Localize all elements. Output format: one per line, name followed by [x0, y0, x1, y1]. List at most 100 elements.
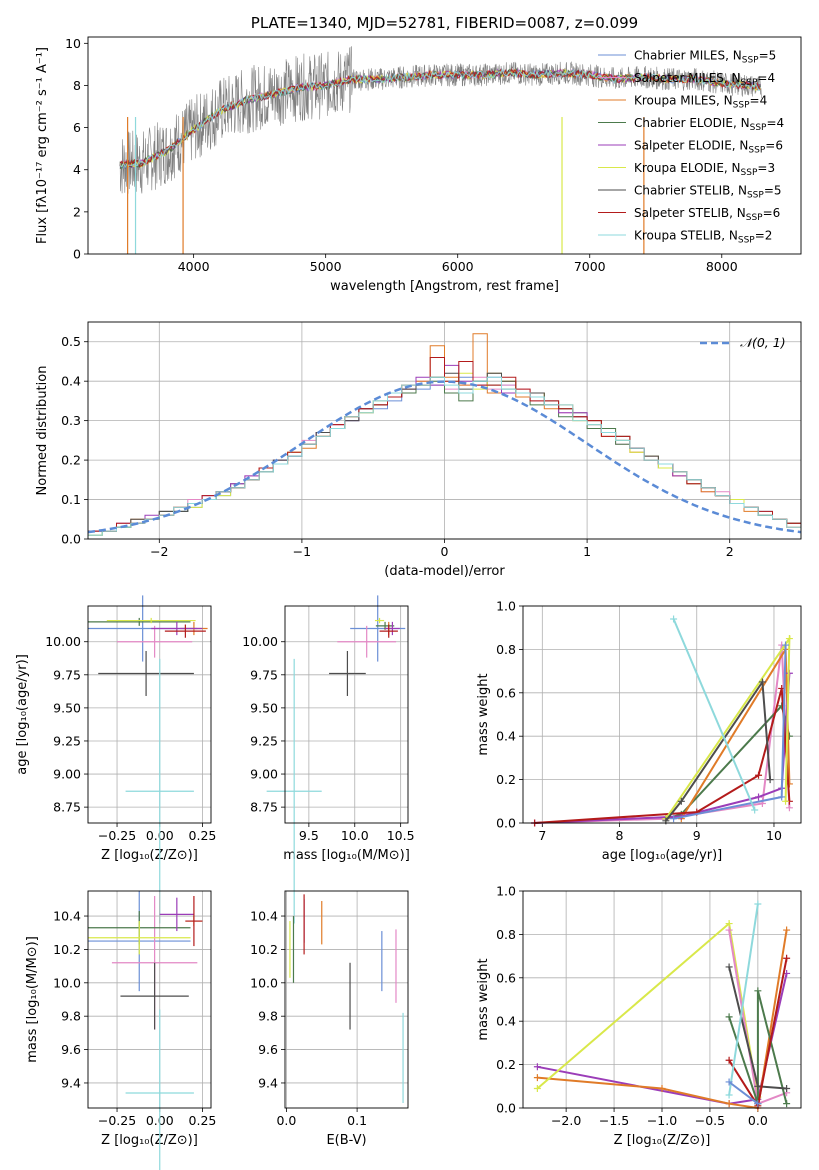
y-axis-label: mass weight — [476, 958, 491, 1040]
x-axis-label: E(B-V) — [326, 1133, 366, 1148]
y-tick-label: 0.8 — [496, 927, 516, 942]
y-tick-label: 9.25 — [250, 733, 278, 748]
legend-text: Kroupa ELODIE, N — [634, 161, 741, 175]
data-marker — [785, 780, 793, 788]
legend-subscript: SSP — [741, 168, 758, 178]
x-tick-label: −0.25 — [98, 828, 136, 843]
x-tick-label: −0.5 — [695, 1113, 725, 1128]
data-marker — [725, 1078, 733, 1086]
x-tick-label: −2 — [150, 544, 168, 559]
plot-panel-3 — [281, 606, 408, 827]
legend-text: Chabrier STELIB, N — [634, 184, 747, 198]
legend-count: =6 — [763, 206, 781, 220]
data-marker — [785, 635, 793, 643]
x-tick-label: −1.5 — [599, 1113, 629, 1128]
y-tick-label: 1.0 — [496, 599, 516, 614]
data-marker — [725, 1056, 733, 1064]
y-tick-label: 0.6 — [496, 685, 516, 700]
y-tick-label: 9.4 — [61, 1075, 81, 1090]
plot-frame — [87, 321, 802, 540]
x-tick-label: 10.0 — [341, 828, 369, 843]
legend-label: Kroupa ELODIE, NSSP=3 — [634, 161, 775, 178]
data-marker — [533, 1084, 541, 1092]
legend-label: Chabrier MILES, NSSP=5 — [634, 49, 776, 66]
plot-frame — [87, 605, 212, 824]
model-spectrum-line — [120, 68, 761, 169]
data-marker — [725, 926, 733, 934]
legend-label: 𝒩(0, 1) — [740, 335, 786, 350]
y-tick-label: 9.6 — [61, 1042, 81, 1057]
y-tick-label: 9.00 — [250, 767, 278, 782]
legend-subscript: SSP — [742, 56, 759, 66]
legend-subscript: SSP — [747, 191, 764, 201]
legend-subscript: SSP — [748, 146, 765, 156]
plot-frame — [284, 605, 409, 824]
legend-text: Salpeter ELODIE, N — [634, 139, 748, 153]
y-tick-label: 10.4 — [53, 909, 81, 924]
x-tick-label: −1 — [293, 544, 311, 559]
y-tick-label: 9.50 — [53, 700, 81, 715]
x-tick-label: 1 — [583, 544, 591, 559]
data-marker — [778, 793, 786, 801]
legend-count: =2 — [755, 229, 773, 243]
y-tick-label: 9.4 — [258, 1075, 278, 1090]
legend-label: Salpeter STELIB, NSSP=6 — [634, 206, 780, 223]
y-tick-label: 0.2 — [496, 772, 516, 787]
mass-weight-line — [672, 618, 756, 811]
y-tick-label: 9.8 — [258, 1009, 278, 1024]
y-tick-label: 0.6 — [496, 970, 516, 985]
legend-text: Salpeter MILES, N — [634, 71, 741, 85]
legend-label: Chabrier STELIB, NSSP=5 — [634, 184, 782, 201]
y-tick-label: 0.0 — [61, 532, 81, 547]
legend-count: =4 — [766, 116, 784, 130]
x-tick-label: 7000 — [574, 259, 606, 274]
y-tick-label: 0.8 — [496, 642, 516, 657]
legend-text: Chabrier ELODIE, N — [634, 116, 750, 130]
y-tick-label: 8.75 — [250, 800, 278, 815]
y-tick-label: 10.00 — [45, 634, 81, 649]
data-marker — [670, 815, 678, 823]
x-tick-label: −0.25 — [98, 1113, 136, 1128]
x-tick-label: 9.5 — [299, 828, 319, 843]
x-tick-label: 5000 — [310, 259, 342, 274]
x-tick-label: 0.25 — [189, 828, 217, 843]
y-tick-label: 1.0 — [496, 884, 516, 899]
legend-subscript: SSP — [746, 213, 763, 223]
plot-frame — [87, 36, 802, 255]
data-marker — [533, 1063, 541, 1071]
x-tick-label: 2 — [726, 544, 734, 559]
plot-panel-5 — [84, 891, 211, 1112]
data-marker — [783, 1100, 791, 1108]
x-axis-label: (data-model)/error — [384, 564, 505, 579]
legend-count: =4 — [757, 71, 775, 85]
data-marker — [758, 678, 766, 686]
data-marker — [725, 1091, 733, 1099]
y-axis-label: mass weight — [476, 673, 491, 755]
legend-text: Kroupa STELIB, N — [634, 229, 738, 243]
legend-label: Kroupa STELIB, NSSP=2 — [634, 229, 772, 246]
data-marker — [725, 963, 733, 971]
x-tick-label: −2.0 — [551, 1113, 581, 1128]
model-spectrum-line — [119, 68, 761, 168]
gaussian-curve — [88, 380, 801, 534]
plot-panel-6 — [281, 891, 408, 1112]
y-axis-label: mass [log₁₀(M/M⊙)] — [25, 936, 40, 1063]
y-tick-label: 0.4 — [496, 729, 516, 744]
plot-panel-2 — [84, 606, 211, 827]
data-marker — [755, 771, 763, 779]
legend-text: Chabrier MILES, N — [634, 49, 742, 63]
legend-count: =5 — [759, 49, 777, 63]
data-marker — [782, 797, 790, 805]
y-tick-label: 9.75 — [250, 667, 278, 682]
histogram-step — [88, 376, 801, 539]
plot-panel-0 — [84, 42, 723, 258]
plot-frame — [522, 605, 802, 824]
histograms — [88, 333, 801, 539]
y-tick-label: 6 — [73, 120, 81, 135]
y-tick-label: 9.50 — [250, 700, 278, 715]
plot-frame — [87, 890, 212, 1109]
legend-subscript: SSP — [738, 236, 755, 246]
data-marker — [677, 797, 685, 805]
chart-title: PLATE=1340, MJD=52781, FIBERID=0087, z=0… — [251, 14, 638, 32]
